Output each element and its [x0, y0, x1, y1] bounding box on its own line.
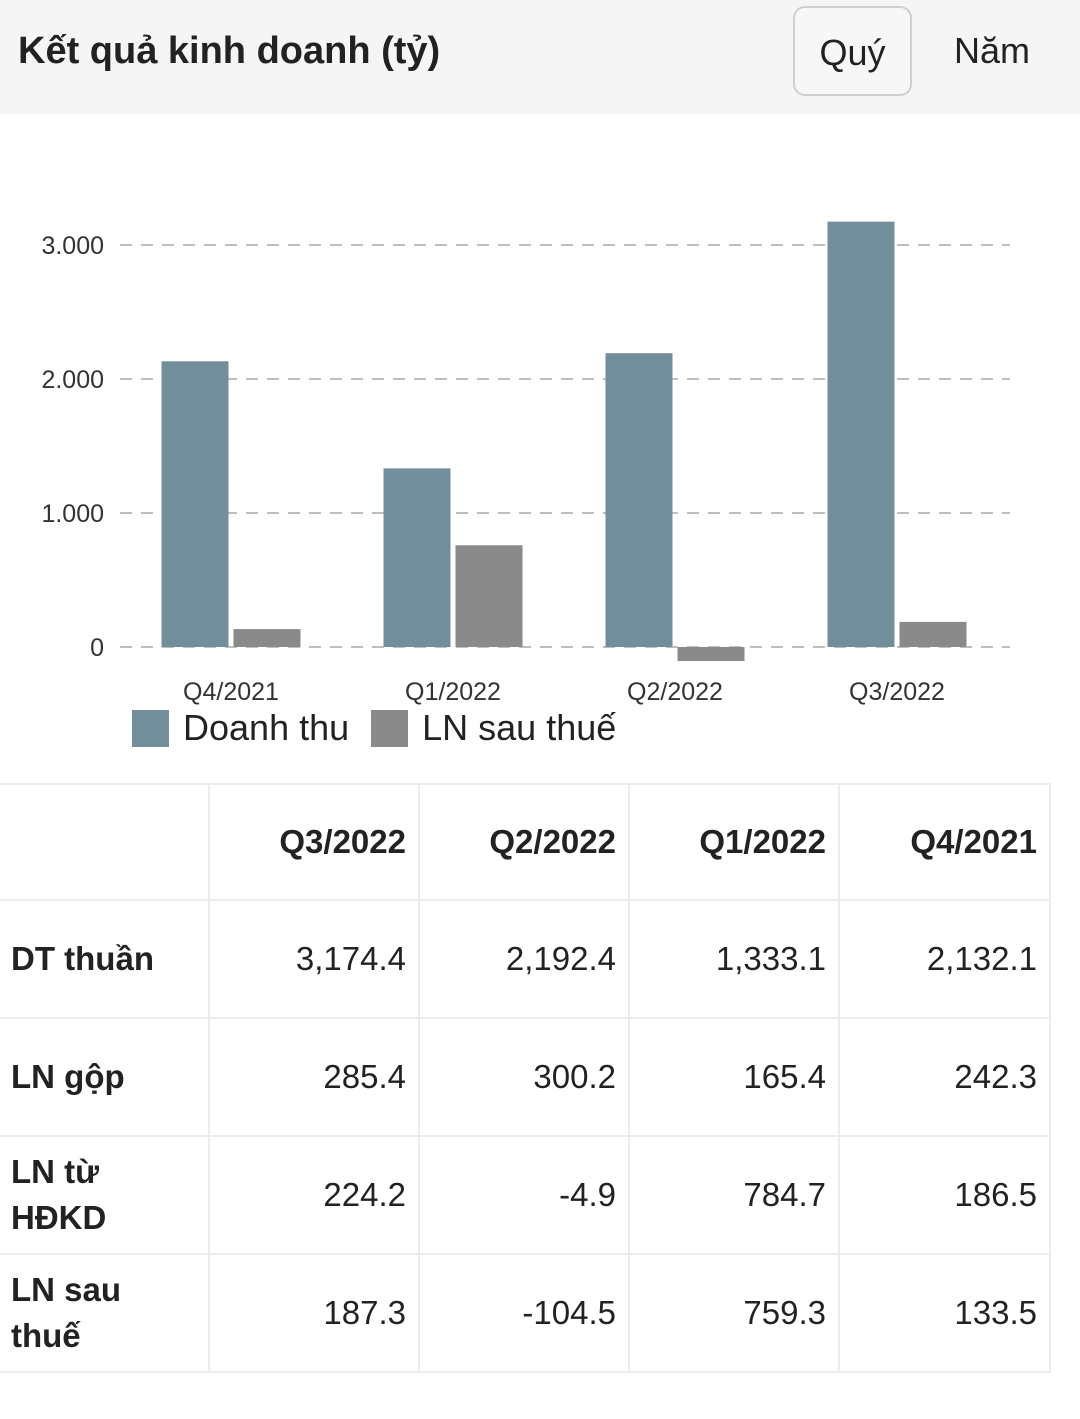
y-tick-label: 1.000	[41, 500, 104, 528]
header: Kết quả kinh doanh (tỷ) Quý Năm	[0, 0, 1080, 114]
row-label: LN gộp	[0, 1017, 210, 1137]
bar-revenue	[161, 361, 229, 647]
table-cell: 2,192.4	[418, 899, 630, 1019]
table-cell: 784.7	[628, 1135, 840, 1255]
table-header-row: Q3/2022 Q2/2022 Q1/2022 Q4/2021	[0, 783, 1051, 901]
legend-item-profit[interactable]: LN sau thuế	[371, 707, 616, 749]
table-cell: 187.3	[208, 1253, 420, 1373]
table-row: LN sau thuế 187.3 -104.5 759.3 133.5	[0, 1253, 1051, 1373]
column-header: Q4/2021	[838, 783, 1051, 901]
x-tick-label: Q4/2021	[183, 678, 279, 706]
table-row: LN gộp 285.4 300.2 165.4 242.3	[0, 1017, 1051, 1137]
tab-quarter[interactable]: Quý	[793, 6, 912, 96]
table-cell: 2,132.1	[838, 899, 1051, 1019]
x-tick-label: Q3/2022	[849, 678, 945, 706]
page-title: Kết quả kinh doanh (tỷ)	[18, 30, 441, 72]
tab-year[interactable]: Năm	[953, 30, 1030, 71]
table-row: DT thuần 3,174.4 2,192.4 1,333.1 2,132.1	[0, 899, 1051, 1019]
column-header: Q1/2022	[628, 783, 840, 901]
table-cell: -104.5	[418, 1253, 630, 1373]
table-corner	[0, 783, 210, 901]
x-tick-label: Q1/2022	[405, 678, 501, 706]
table-cell: 133.5	[838, 1253, 1051, 1373]
table-cell: 224.2	[208, 1135, 420, 1255]
bar-revenue	[383, 468, 451, 647]
bar-chart: 0 1.000 2.000 3.000 Q4/2021 Q1/2022 Q2/2022 Q3/…	[0, 114, 1080, 774]
bar-profit	[899, 621, 967, 647]
row-label: LN sau thuế	[0, 1253, 210, 1373]
legend-swatch-profit	[371, 709, 409, 747]
legend-label-profit: LN sau thuế	[422, 707, 617, 748]
financial-table: Q3/2022 Q2/2022 Q1/2022 Q4/2021 DT thuần…	[0, 783, 1051, 1373]
legend-item-revenue[interactable]: Doanh thu	[132, 707, 349, 749]
chart-legend: Doanh thu LN sau thuế	[132, 706, 638, 750]
column-header: Q3/2022	[208, 783, 420, 901]
column-header: Q2/2022	[418, 783, 630, 901]
table-cell: 1,333.1	[628, 899, 840, 1019]
table-cell: 165.4	[628, 1017, 840, 1137]
bar-revenue	[605, 353, 673, 647]
y-tick-label: 3.000	[41, 232, 104, 260]
table-cell: 759.3	[628, 1253, 840, 1373]
x-tick-label: Q2/2022	[627, 678, 723, 706]
y-tick-label: 0	[90, 634, 104, 662]
y-tick-label: 2.000	[41, 366, 104, 394]
row-label: DT thuần	[0, 899, 210, 1019]
row-label: LN từ HĐKD	[0, 1135, 210, 1255]
table-cell: 285.4	[208, 1017, 420, 1137]
table-cell: 300.2	[418, 1017, 630, 1137]
legend-swatch-revenue	[132, 709, 169, 747]
table-cell: 242.3	[838, 1017, 1051, 1137]
legend-label-revenue: Doanh thu	[183, 707, 350, 748]
table-cell: 186.5	[838, 1135, 1051, 1255]
table-cell: -4.9	[418, 1135, 630, 1255]
bar-profit	[233, 629, 301, 647]
bar-revenue	[827, 221, 895, 647]
table-row: LN từ HĐKD 224.2 -4.9 784.7 186.5	[0, 1135, 1051, 1255]
bar-profit	[677, 647, 745, 662]
table-cell: 3,174.4	[208, 899, 420, 1019]
bar-profit	[455, 545, 523, 647]
